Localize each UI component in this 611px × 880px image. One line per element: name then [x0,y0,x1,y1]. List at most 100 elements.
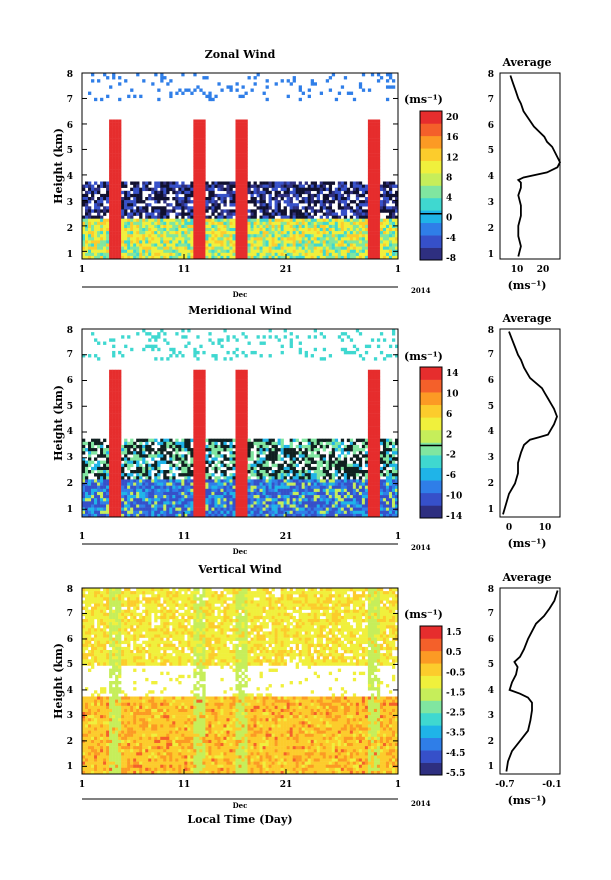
heatmap-cell [199,436,202,439]
heatmap-cell [211,448,214,451]
heatmap-cell [208,197,211,200]
heatmap-cell [109,511,112,514]
heatmap-cell [374,209,377,212]
heatmap-cell [169,354,172,357]
colorbar-tick-label: 0 [446,214,452,224]
heatmap-cell [151,219,154,222]
heatmap-cell [148,197,151,200]
heatmap-cell [109,392,112,395]
heatmap-cell [226,467,229,470]
heatmap-cell [232,240,235,243]
heatmap-cell [112,414,115,417]
heatmap-cell [103,451,106,454]
heatmap-cell [196,454,199,457]
heatmap-cell [145,237,148,240]
heatmap-cell [335,231,338,234]
heatmap-cell [178,508,181,511]
heatmap-cell [190,486,193,489]
heatmap-cell [181,250,184,253]
heatmap-cell [145,345,148,348]
heatmap-cell [320,237,323,240]
heatmap-cell [178,492,181,495]
heatmap-cell [257,244,260,247]
heatmap-cell [257,492,260,495]
heatmap-cell [199,451,202,454]
heatmap-cell [211,479,214,482]
heatmap-cell [275,82,278,85]
heatmap-cell [112,429,115,432]
heatmap-cell [229,479,232,482]
heatmap-cell [383,185,386,188]
heatmap-cell [368,247,371,250]
heatmap-cell [305,244,308,247]
heatmap-cell [115,370,118,373]
heatmap-cell [245,247,248,250]
heatmap-cell [239,467,242,470]
heatmap-cell [97,219,100,222]
heatmap-cell [106,504,109,507]
heatmap-cell [181,209,184,212]
heatmap-cell [205,467,208,470]
heatmap-cell [229,511,232,514]
y-tick: 1 [67,250,73,260]
heatmap-cell [97,222,100,225]
heatmap-cell [109,501,112,504]
heatmap-cell [214,244,217,247]
heatmap-cell [196,511,199,514]
heatmap-cell [368,182,371,185]
heatmap-cell [139,492,142,495]
heatmap-cell [97,200,100,203]
heatmap-cell [169,508,172,511]
heatmap-cell [85,448,88,451]
heatmap-cell [97,206,100,209]
heatmap-cell [223,511,226,514]
heatmap-cell [275,219,278,222]
heatmap-cell [91,470,94,473]
heatmap-cell [278,442,281,445]
heatmap-cell [245,423,248,426]
heatmap-cell [344,225,347,228]
heatmap-cell [193,188,196,191]
heatmap-cell [314,329,317,332]
heatmap-cell [181,244,184,247]
heatmap-cell [106,237,109,240]
heatmap-cell [142,219,145,222]
heatmap-cell [178,89,181,92]
heatmap-cell [166,237,169,240]
heatmap-cell [130,244,133,247]
heatmap-cell [299,492,302,495]
heatmap-cell [257,501,260,504]
meridional-title: Meridional Wind [188,304,292,317]
heatmap-cell [245,461,248,464]
heatmap-cell [275,335,278,338]
heatmap-cell [263,504,266,507]
heatmap-cell [223,237,226,240]
heatmap-cell [109,203,112,206]
heatmap-cell [239,234,242,237]
heatmap-cell [254,473,257,476]
heatmap-cell [196,376,199,379]
heatmap-cell [296,479,299,482]
heatmap-cell [133,185,136,188]
heatmap-cell [257,250,260,253]
heatmap-cell [112,404,115,407]
heatmap-cell [115,436,118,439]
heatmap-cell [260,479,263,482]
heatmap-cell [272,495,275,498]
heatmap-cell [193,432,196,435]
heatmap-cell [106,95,109,98]
heatmap-cell [136,486,139,489]
heatmap-cell [263,234,266,237]
heatmap-cell [202,76,205,79]
heatmap-cell [287,495,290,498]
heatmap-cell [142,228,145,231]
heatmap-cell [214,203,217,206]
heatmap-cell [299,489,302,492]
heatmap-cell [269,508,272,511]
heatmap-cell [193,486,196,489]
heatmap-cell [211,244,214,247]
heatmap-cell [160,222,163,225]
heatmap-cell [278,454,281,457]
heatmap-cell [214,479,217,482]
heatmap-cell [275,504,278,507]
